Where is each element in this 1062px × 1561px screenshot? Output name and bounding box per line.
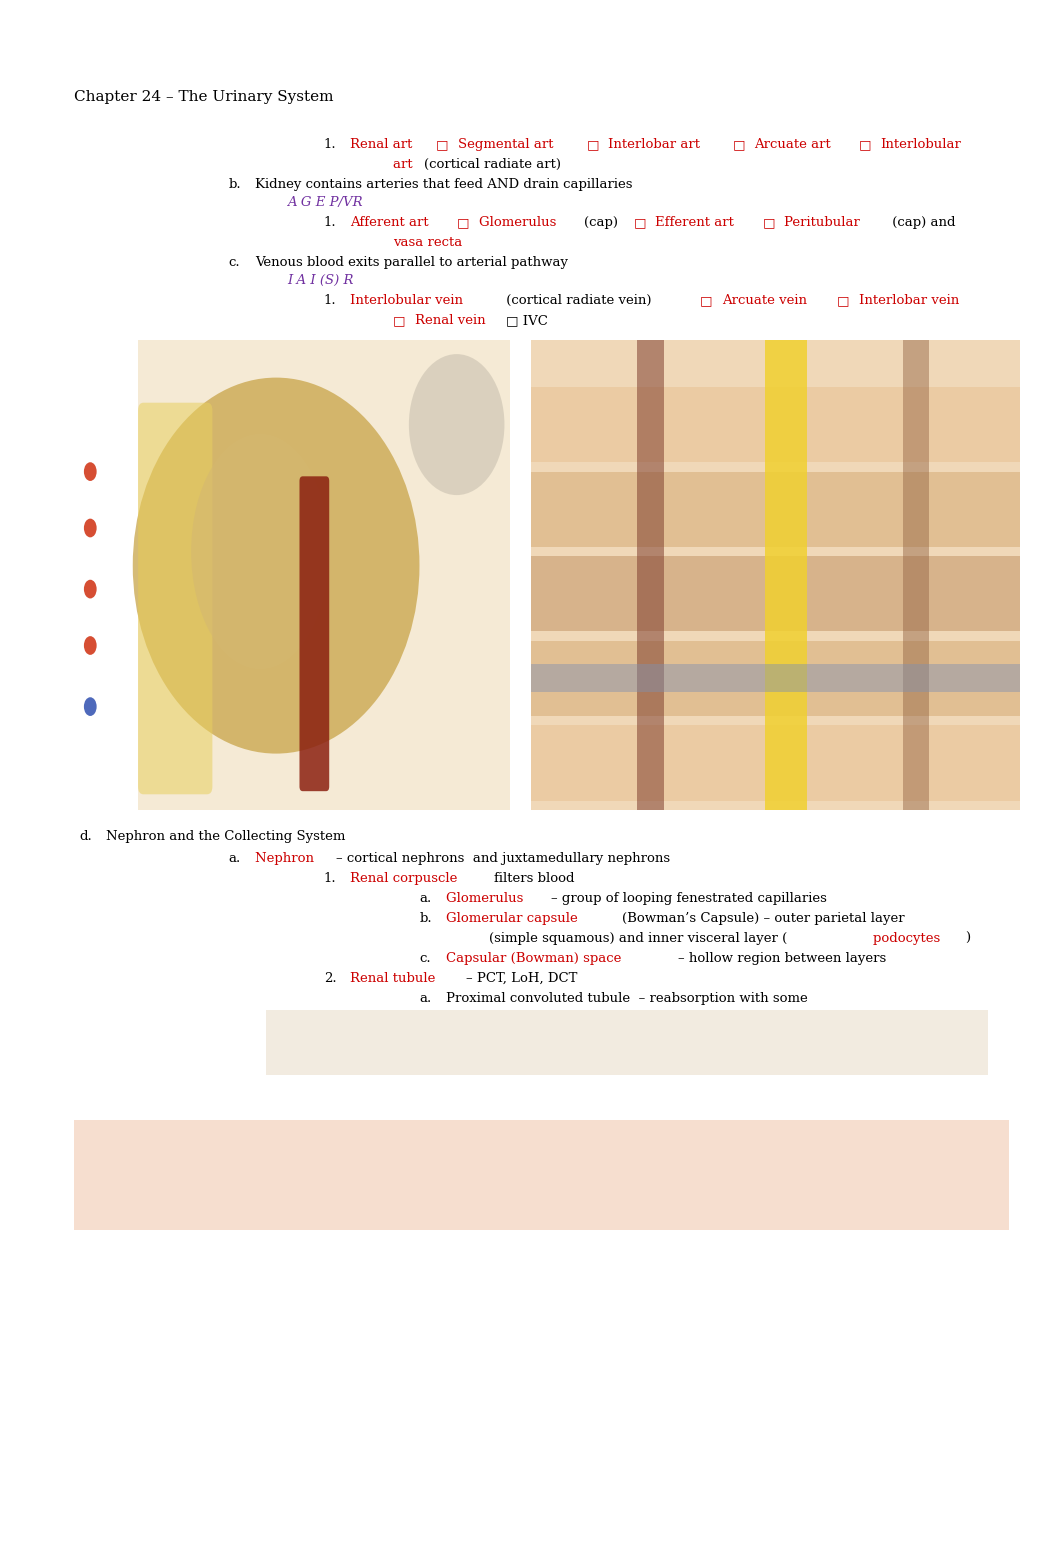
Text: Proximal convoluted tubule  – reabsorption with some: Proximal convoluted tubule – reabsorptio…	[446, 991, 808, 1005]
Text: Kidney contains arteries that feed AND drain capillaries: Kidney contains arteries that feed AND d…	[255, 178, 632, 190]
Bar	[637, 340, 664, 810]
Text: Arcuate art: Arcuate art	[754, 137, 835, 151]
Text: □: □	[436, 137, 453, 151]
Circle shape	[84, 637, 97, 656]
Bar	[138, 340, 510, 810]
Text: □: □	[634, 215, 650, 229]
Text: filters blood: filters blood	[495, 873, 575, 885]
Text: Interlobular vein: Interlobular vein	[350, 293, 467, 308]
Circle shape	[84, 579, 97, 598]
Text: Renal vein: Renal vein	[414, 314, 485, 326]
Text: 1.: 1.	[324, 137, 337, 151]
FancyBboxPatch shape	[138, 403, 212, 795]
Text: b.: b.	[228, 178, 241, 190]
Text: A G E P/VR: A G E P/VR	[287, 197, 362, 209]
Text: □: □	[763, 215, 780, 229]
Text: – PCT, LoH, DCT: – PCT, LoH, DCT	[466, 973, 578, 985]
Text: a.: a.	[228, 852, 241, 865]
Text: (Bowman’s Capsule) – outer parietal layer: (Bowman’s Capsule) – outer parietal laye…	[621, 912, 904, 926]
Text: Capsular (Bowman) space: Capsular (Bowman) space	[446, 952, 626, 965]
Text: □: □	[393, 314, 410, 326]
Bar	[903, 340, 929, 810]
Text: podocytes: podocytes	[873, 932, 945, 944]
Text: – hollow region between layers: – hollow region between layers	[678, 952, 886, 965]
Text: Glomerulus: Glomerulus	[479, 215, 561, 229]
Text: Nephron and the Collecting System: Nephron and the Collecting System	[106, 830, 345, 843]
Bar	[74, 1119, 1009, 1230]
Text: 1.: 1.	[324, 215, 337, 229]
Text: vasa recta: vasa recta	[393, 236, 462, 250]
Text: c.: c.	[228, 256, 240, 268]
Text: Interlobar art: Interlobar art	[609, 137, 704, 151]
Text: Nephron: Nephron	[255, 852, 319, 865]
Text: Segmental art: Segmental art	[458, 137, 558, 151]
Text: d.: d.	[80, 830, 92, 843]
Bar	[531, 642, 1020, 716]
Ellipse shape	[409, 354, 504, 495]
Text: (cap) and: (cap) and	[888, 215, 955, 229]
Bar	[765, 340, 807, 810]
Text: □: □	[859, 137, 875, 151]
Text: (cortical radiate art): (cortical radiate art)	[424, 158, 561, 172]
Text: Arcuate vein: Arcuate vein	[722, 293, 811, 308]
Text: □: □	[458, 215, 474, 229]
Text: 2.: 2.	[324, 973, 337, 985]
Circle shape	[84, 698, 97, 716]
Text: 1.: 1.	[324, 293, 337, 308]
Text: art: art	[393, 158, 416, 172]
Circle shape	[84, 462, 97, 481]
Text: Peritubular: Peritubular	[784, 215, 864, 229]
Text: ): )	[965, 932, 971, 944]
Text: (simple squamous) and inner visceral layer (: (simple squamous) and inner visceral lay…	[489, 932, 787, 944]
Text: □: □	[837, 293, 854, 308]
Text: Renal tubule: Renal tubule	[350, 973, 440, 985]
Text: I A I (S) R: I A I (S) R	[287, 275, 354, 287]
Text: – cortical nephrons  and juxtamedullary nephrons: – cortical nephrons and juxtamedullary n…	[337, 852, 670, 865]
Text: □ IVC: □ IVC	[506, 314, 548, 326]
Text: □: □	[733, 137, 750, 151]
Text: Interlobular: Interlobular	[880, 137, 961, 151]
Text: Interlobar vein: Interlobar vein	[858, 293, 959, 308]
Ellipse shape	[191, 434, 329, 670]
Bar	[531, 471, 1020, 546]
Text: Renal corpuscle: Renal corpuscle	[350, 873, 462, 885]
Text: b.: b.	[419, 912, 432, 926]
Text: Chapter 24 – The Urinary System: Chapter 24 – The Urinary System	[74, 91, 333, 105]
Bar	[531, 340, 1020, 810]
Circle shape	[84, 518, 97, 537]
Text: Afferent art: Afferent art	[350, 215, 433, 229]
Bar	[531, 665, 1020, 693]
Text: □: □	[586, 137, 603, 151]
Text: (cortical radiate vein): (cortical radiate vein)	[501, 293, 655, 308]
Text: Renal art: Renal art	[350, 137, 417, 151]
Text: c.: c.	[419, 952, 431, 965]
Ellipse shape	[133, 378, 419, 754]
Text: Glomerulus: Glomerulus	[446, 891, 528, 905]
FancyBboxPatch shape	[299, 476, 329, 791]
Text: – group of looping fenestrated capillaries: – group of looping fenestrated capillari…	[551, 891, 827, 905]
Text: (cap): (cap)	[584, 215, 622, 229]
Text: □: □	[700, 293, 717, 308]
Text: Venous blood exits parallel to arterial pathway: Venous blood exits parallel to arterial …	[255, 256, 568, 268]
Text: Glomerular capsule: Glomerular capsule	[446, 912, 582, 926]
Bar	[531, 556, 1020, 631]
Text: Efferent art: Efferent art	[655, 215, 738, 229]
Bar	[266, 1010, 988, 1076]
Bar	[531, 726, 1020, 801]
Bar	[531, 387, 1020, 462]
Text: 1.: 1.	[324, 873, 337, 885]
Text: a.: a.	[419, 891, 432, 905]
Text: a.: a.	[419, 991, 432, 1005]
